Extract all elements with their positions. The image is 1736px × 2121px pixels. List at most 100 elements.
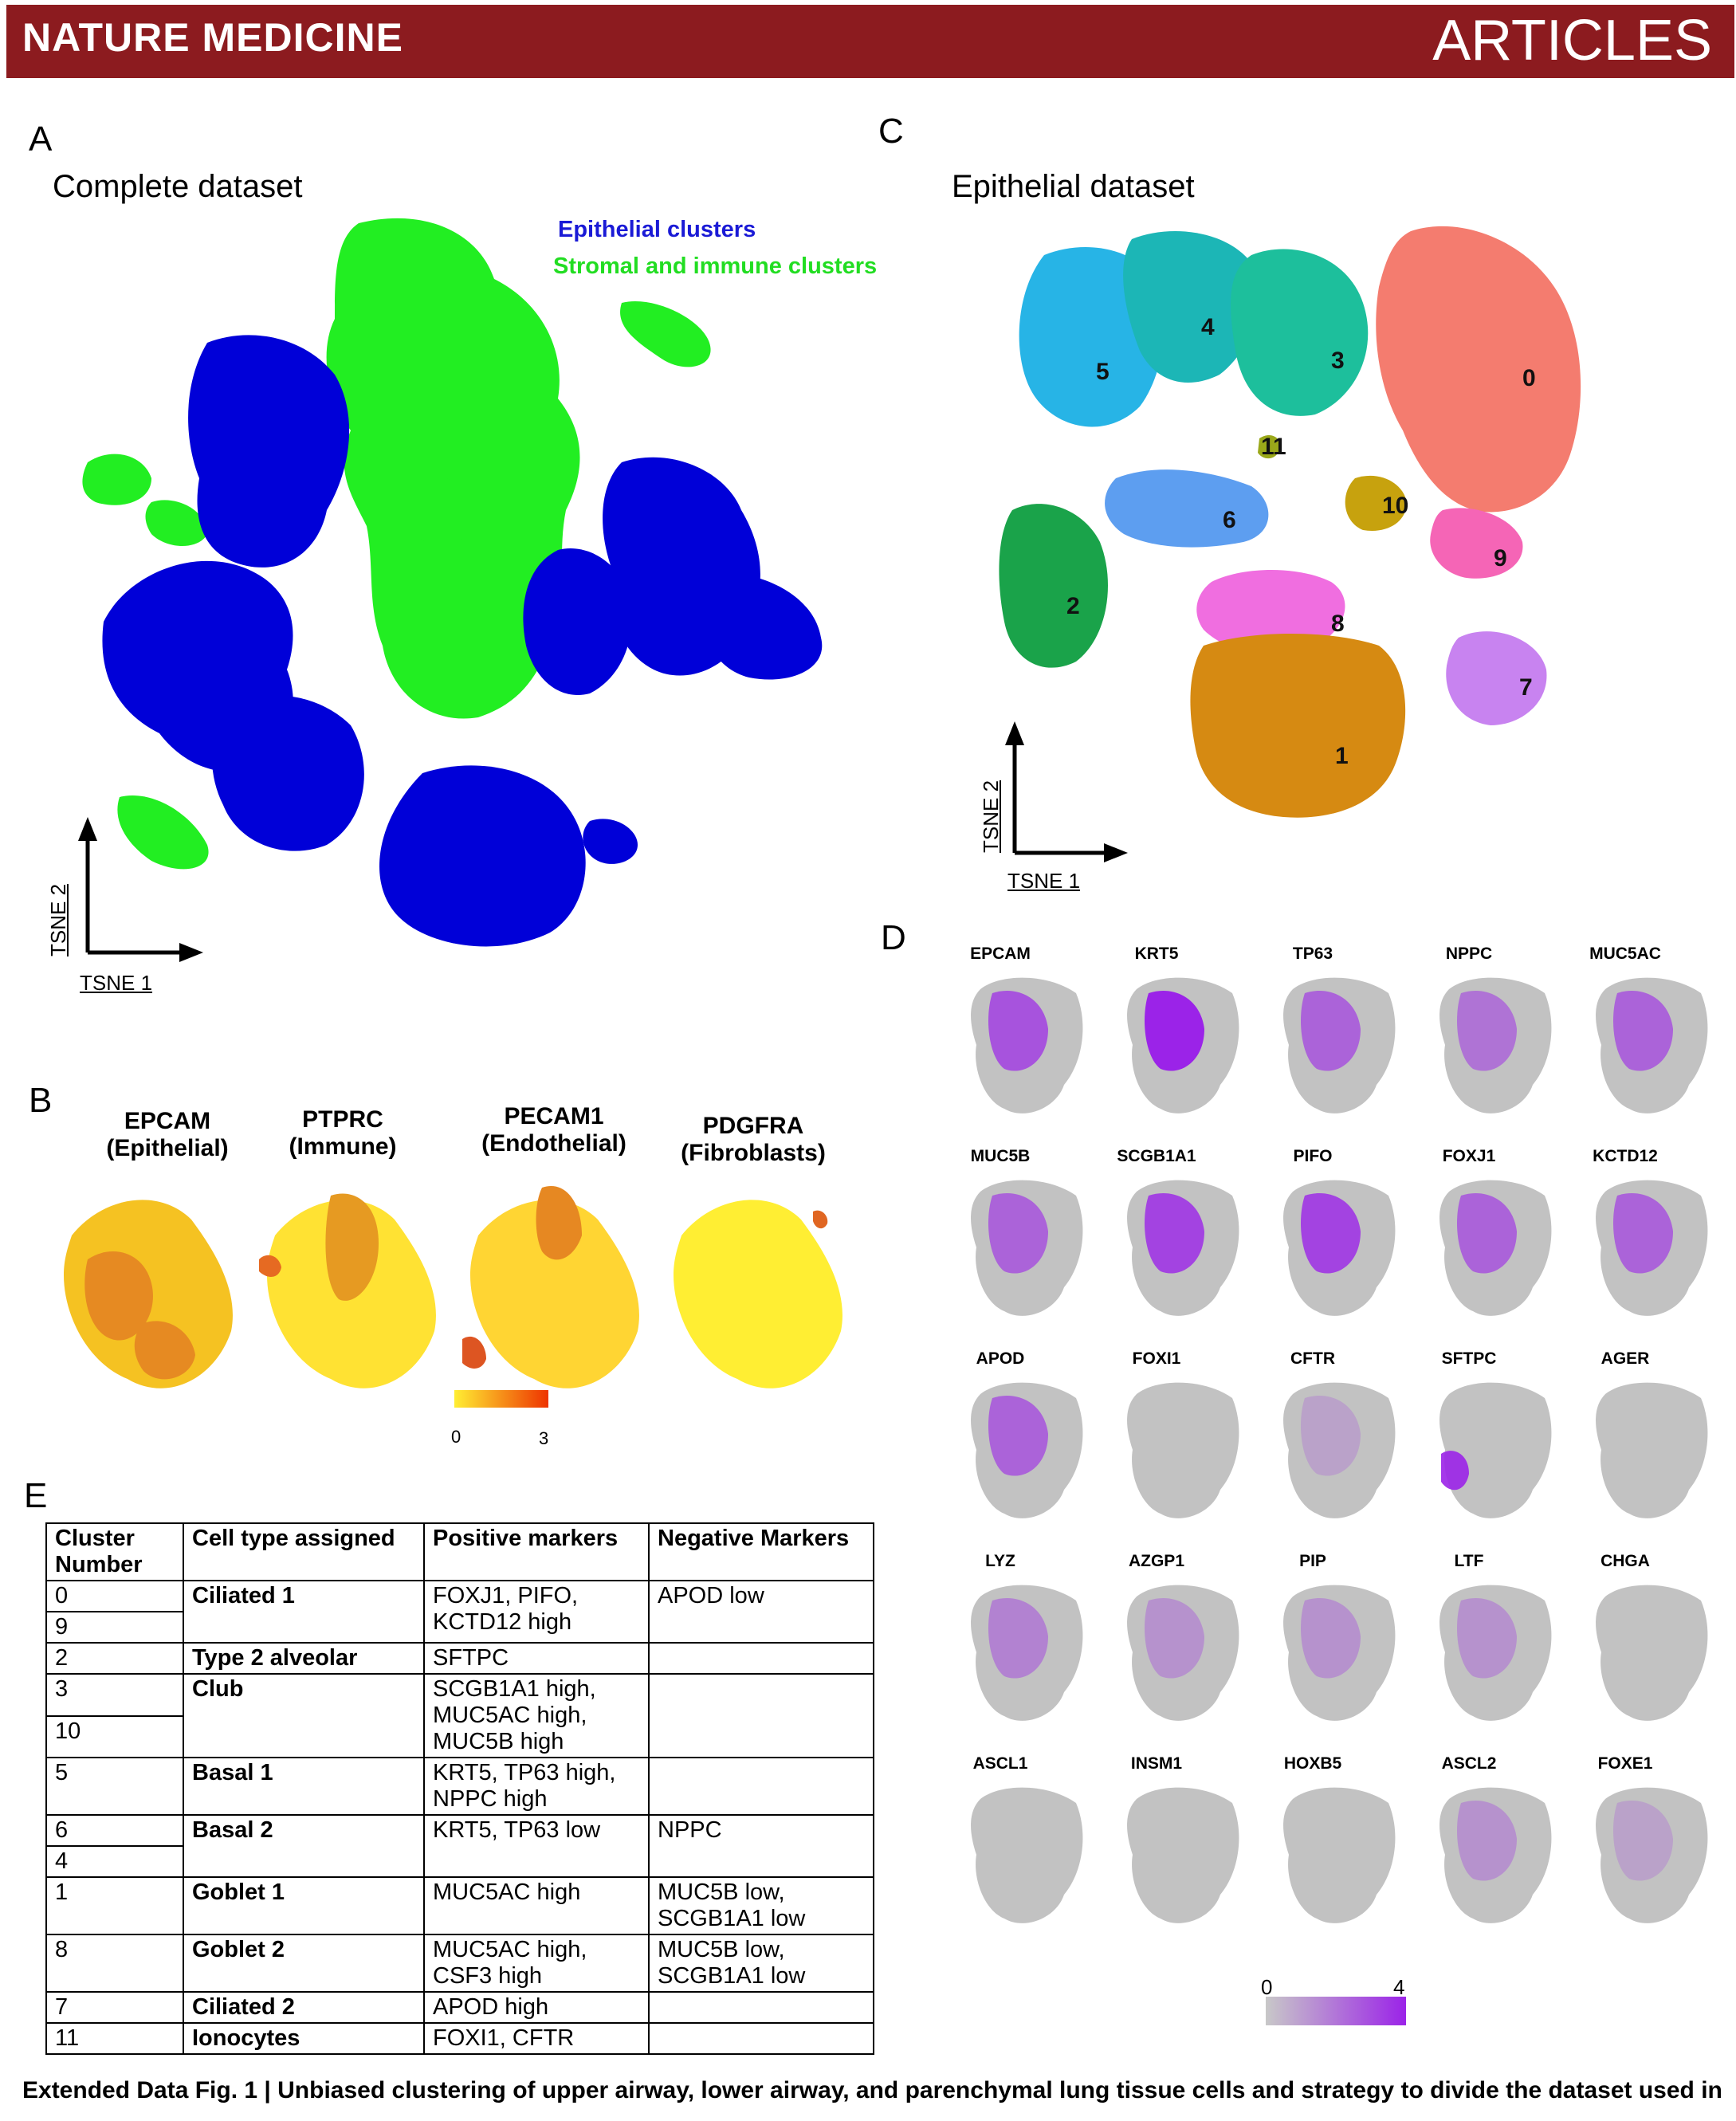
positive-markers: SCGB1A1 high, MUC5AC high, MUC5B high <box>423 1673 650 1758</box>
feature-plot-azgp1 <box>1127 1585 1239 1721</box>
panel-c-axes <box>1012 733 1116 855</box>
panel-d-letter: D <box>881 918 906 957</box>
table-row: 7 Ciliated 2 APOD high <box>45 1991 874 2024</box>
marker-gene: PECAM1 <box>504 1103 604 1129</box>
gene-label-sftpc: SFTPC <box>1441 1349 1497 1368</box>
cluster-number: 2 <box>45 1642 184 1675</box>
gene-label-apod: APOD <box>976 1349 1025 1368</box>
blue-top-left-cluster <box>188 335 350 568</box>
panel-c-x-arrowhead <box>1104 843 1128 862</box>
marker-gene: PTPRC <box>302 1106 383 1133</box>
table-row: 4 <box>45 1845 874 1878</box>
gene-label-ager: AGER <box>1600 1349 1650 1368</box>
panel-a-y-arrowhead <box>78 817 97 841</box>
gene-label-insm1: INSM1 <box>1130 1754 1183 1773</box>
cluster-0 <box>1376 226 1581 513</box>
gene-label-muc5ac: MUC5AC <box>1589 945 1661 963</box>
gene-label-scgb1a1: SCGB1A1 <box>1117 1147 1196 1165</box>
cluster-9 <box>1430 508 1523 579</box>
positive-markers: MUC5AC high, CSF3 high <box>423 1934 650 1993</box>
cell-type: Type 2 alveolar <box>183 1642 425 1675</box>
table-row: 9 <box>45 1611 874 1644</box>
cluster-number: 4 <box>45 1845 184 1878</box>
feature-plot-muc5ac <box>1596 977 1708 1114</box>
positive-markers: KRT5, TP63 high, NPPC high <box>423 1757 650 1816</box>
negative-markers <box>648 1642 874 1675</box>
gene-label-cftr: CFTR <box>1290 1349 1335 1368</box>
negative-markers <box>648 1673 874 1758</box>
panel-b-marker-pdgfra: PDGFRA (Fibroblasts) <box>662 1113 845 1167</box>
feature-plot-ascl1 <box>971 1787 1083 1923</box>
cell-type: Goblet 2 <box>183 1934 425 1993</box>
cluster-1 <box>1190 634 1406 818</box>
header-negative-markers: Negative Markers <box>648 1522 874 1581</box>
panel-b-marker-ptprc: PTPRC (Immune) <box>255 1106 430 1161</box>
header-cell-type: Cell type assigned <box>183 1522 425 1581</box>
cluster-number: 3 <box>45 1673 184 1717</box>
marker-type: (Epithelial) <box>106 1135 229 1161</box>
gene-label-chga: CHGA <box>1600 1552 1650 1570</box>
table-row: 10 <box>45 1714 874 1758</box>
cluster-number: 11 <box>45 2022 184 2055</box>
cluster-number: 9 <box>45 1611 184 1644</box>
cluster-label-9: 9 <box>1494 545 1507 571</box>
positive-markers: SFTPC <box>423 1642 650 1675</box>
cluster-label-3: 3 <box>1331 348 1345 374</box>
feature-plot-hoxb5 <box>1283 1787 1396 1923</box>
green-small-top-right <box>620 301 711 367</box>
legend-stromal-immune: Stromal and immune clusters <box>553 253 878 279</box>
green-left-small <box>82 454 151 505</box>
panel-a-title: Complete dataset <box>53 169 303 204</box>
feature-plot-foxi1 <box>1127 1382 1239 1518</box>
panel-d-scale-min: 0 <box>1261 1975 1273 1999</box>
cluster-3 <box>1231 249 1369 416</box>
cluster-annotation-table: Cluster Number Cell type assigned Positi… <box>45 1522 874 2055</box>
panel-d-scale-max: 4 <box>1393 1975 1405 1999</box>
cluster-number: 0 <box>45 1580 184 1612</box>
marker-gene: PDGFRA <box>702 1113 804 1139</box>
gene-label-epcam: EPCAM <box>970 945 1031 963</box>
green-mid <box>410 477 472 545</box>
panel-a-tsne-plot <box>78 218 823 962</box>
panel-c-xlabel: TSNE 1 <box>1007 869 1081 893</box>
panel-b-feature-plots <box>64 1186 842 1408</box>
legend-epithelial: Epithelial clusters <box>558 217 756 242</box>
table-row: 3 Club SCGB1A1 high, MUC5AC high, MUC5B hi… <box>45 1673 874 1758</box>
gene-label-foxe1: FOXE1 <box>1597 1754 1653 1773</box>
panel-a-ylabel: TSNE 2 <box>46 883 70 956</box>
table-row: 8 Goblet 2 MUC5AC high, CSF3 high MUC5B low… <box>45 1934 874 1993</box>
feature-plot-kctd12 <box>1596 1180 1708 1316</box>
green-bottom-left <box>117 795 209 870</box>
positive-markers: APOD high <box>423 1991 650 2024</box>
gene-label-pip: PIP <box>1299 1552 1326 1570</box>
panel-a-xlabel: TSNE 1 <box>80 971 153 995</box>
feature-plot-tp63 <box>1283 977 1396 1114</box>
panel-b-letter: B <box>29 1081 53 1120</box>
cluster-number: 8 <box>45 1934 184 1993</box>
header-cluster-number: Cluster Number <box>45 1522 184 1581</box>
gene-label-lyz: LYZ <box>985 1552 1015 1570</box>
cluster-number: 5 <box>45 1757 184 1816</box>
journal-header-bar <box>6 5 1734 78</box>
panel-e-letter: E <box>24 1476 48 1515</box>
feature-plot-epcam <box>971 977 1083 1114</box>
marker-type: (Immune) <box>289 1133 397 1160</box>
feature-plot-scgb1a1 <box>1127 1180 1239 1316</box>
cluster-label-7: 7 <box>1519 674 1533 701</box>
cluster-7 <box>1446 631 1547 725</box>
panel-d-feature-grid: EPCAM KRT5 TP63 NPPC MUC5AC MUC5B SCGB1A1 PIFO F… <box>952 945 1734 1923</box>
gene-label-kctd12: KCTD12 <box>1593 1147 1658 1165</box>
feature-plot-sftpc <box>1439 1382 1552 1518</box>
feature-plot-pdgfra <box>674 1200 842 1388</box>
blue-center-bottom <box>212 695 364 851</box>
gene-label-foxj1: FOXJ1 <box>1442 1147 1496 1165</box>
table-row: 6 Basal 2 KRT5, TP63 low NPPC <box>45 1814 874 1878</box>
panel-d-colorbar <box>1266 1997 1406 2025</box>
panel-c-title: Epithelial dataset <box>952 169 1195 204</box>
blue-right-far <box>700 572 823 680</box>
panel-c-y-arrowhead <box>1005 721 1024 745</box>
gene-label-tp63: TP63 <box>1292 945 1333 963</box>
feature-plot-chga <box>1596 1585 1708 1721</box>
figure-caption: Extended Data Fig. 1 | Unbiased clusteri… <box>22 2077 1722 2104</box>
negative-markers: MUC5B low, SCGB1A1 low <box>648 1876 874 1935</box>
